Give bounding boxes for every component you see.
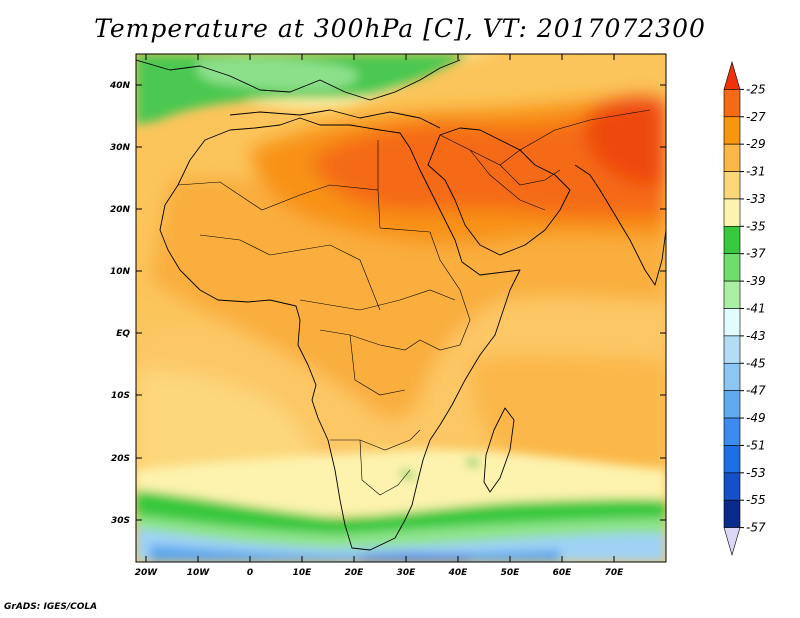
border-sahel	[199, 234, 381, 311]
lon-tick-label-20e: 20E	[345, 568, 365, 578]
border-southern-africa	[330, 429, 421, 496]
colorbar-swatch	[723, 390, 741, 419]
colorbar-swatch	[723, 89, 741, 118]
border-middle-east	[439, 109, 651, 166]
colorbar-label: -55	[746, 493, 766, 507]
lon-tick-label-50e: 50E	[501, 568, 521, 578]
lat-tick-label-eq: EQ	[116, 329, 130, 339]
field-south-indian-ocean	[470, 355, 666, 472]
colorbar-label: -39	[746, 274, 766, 288]
colorbar-swatch	[723, 472, 741, 501]
colorbar-label: -43	[746, 329, 766, 343]
field-europe-cold-core	[196, 57, 359, 91]
lat-tick-label-30s: 30S	[111, 516, 130, 526]
lon-tick-label-20w: 20W	[135, 568, 159, 578]
lat-tick-label-20n: 20N	[110, 205, 131, 215]
colorbar-label: -27	[746, 110, 766, 124]
border-west-sahara	[177, 140, 431, 233]
colorbar-label: -25	[746, 82, 766, 96]
field-madagascar-spot	[467, 458, 480, 467]
colorbar-label: -53	[746, 466, 766, 480]
colorbar-label: -41	[746, 302, 766, 316]
africa-coastline	[159, 117, 521, 551]
madagascar-coastline	[483, 407, 515, 493]
latitude-axis: 40N 30N 20N 10N EQ 10S 20S 30S	[109, 81, 131, 526]
arabian-peninsula-coastline	[427, 127, 571, 256]
colorbar-swatch	[723, 335, 741, 364]
europe-coastline	[136, 59, 461, 101]
field-india-core	[584, 97, 666, 187]
colorbar-label: -51	[746, 438, 766, 452]
lon-tick-label-40e: 40E	[448, 568, 469, 578]
latitude-tick-marks	[136, 84, 666, 521]
lon-tick-label-60e: 60E	[553, 568, 573, 578]
colorbar-swatch	[723, 417, 741, 446]
border-arabia	[469, 149, 561, 211]
colorbar-swatch	[723, 308, 741, 337]
map-title: Temperature at 300hPa [C], VT: 201707230…	[94, 14, 706, 43]
colorbar-swatch	[723, 226, 741, 255]
field-egypt-arabia-core	[310, 110, 666, 220]
colorbar-swatch	[723, 198, 741, 227]
colorbar-swatch	[723, 60, 741, 90]
colorbar-label: -37	[746, 247, 766, 261]
colorbar-label: -35	[746, 219, 766, 233]
field-sahel-zone	[150, 177, 666, 419]
lon-tick-label-0: 0	[247, 568, 253, 578]
lon-tick-label-70e: 70E	[605, 568, 625, 578]
colorbar-label: -31	[746, 165, 766, 179]
india-coastline	[574, 164, 666, 286]
lon-tick-label-30e: 30E	[397, 568, 417, 578]
temperature-field	[136, 54, 666, 562]
colorbar-swatch	[723, 253, 741, 282]
lat-tick-label-40n: 40N	[109, 81, 131, 91]
colorbar-label: -45	[746, 356, 766, 370]
colorbar-label: -29	[746, 137, 766, 151]
colorbar-swatch	[723, 171, 741, 200]
longitude-tick-marks	[145, 54, 615, 562]
colorbar-swatch	[723, 362, 741, 391]
lat-tick-label-10n: 10N	[110, 267, 131, 277]
colorbar-swatch	[723, 499, 741, 528]
lat-tick-label-10s: 10S	[111, 391, 130, 401]
border-east-africa	[419, 231, 471, 351]
border-congo	[319, 329, 421, 396]
colorbar: -25 -27 -29 -31 -33 -35 -37 -39 -41 -43 -45 -47 -49 -…	[723, 60, 766, 557]
field-south-deepest	[360, 553, 470, 562]
colorbar-label: -57	[746, 521, 766, 535]
colorbar-label: -49	[746, 411, 766, 425]
plot-frame	[135, 53, 667, 563]
colorbar-label: -47	[746, 384, 766, 398]
mediterranean-coastline	[229, 109, 441, 129]
lon-tick-label-10e: 10E	[293, 568, 313, 578]
grads-credit: GrADS: IGES/COLA	[4, 602, 98, 612]
border-central-africa	[299, 289, 456, 311]
longitude-axis: 20W 10W 0 10E 20E 30E 40E 50E 60E 70E	[135, 568, 624, 578]
colorbar-swatch	[723, 116, 741, 145]
map-figure: 40N 30N 20N 10N EQ 10S 20S 30S 20W 10W 0…	[109, 53, 766, 578]
colorbar-label: -33	[746, 192, 766, 206]
lat-tick-label-30n: 30N	[110, 143, 131, 153]
lon-tick-label-10w: 10W	[187, 568, 211, 578]
country-borders	[177, 109, 651, 496]
colorbar-swatch	[723, 445, 741, 474]
colorbar-swatch	[723, 280, 741, 309]
coastlines	[136, 59, 666, 551]
field-mozambique-spot	[400, 470, 416, 479]
colorbar-swatch	[723, 143, 741, 172]
lat-tick-label-20s: 20S	[111, 454, 130, 464]
colorbar-swatch	[723, 527, 741, 557]
